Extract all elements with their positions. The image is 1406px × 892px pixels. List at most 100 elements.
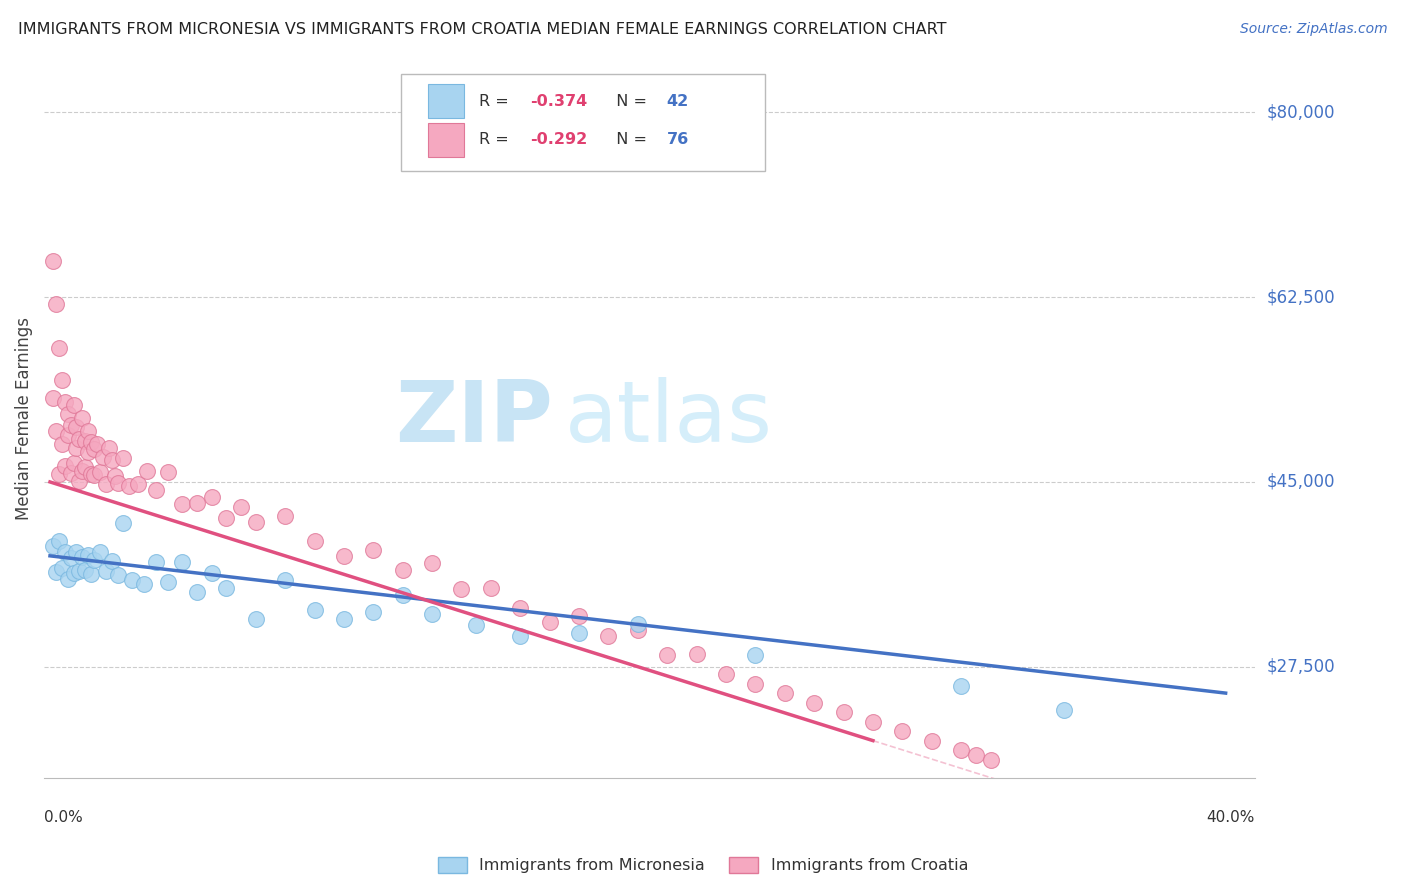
Point bbox=[274, 508, 297, 523]
Point bbox=[127, 477, 149, 491]
Point bbox=[83, 442, 105, 456]
Point bbox=[186, 496, 208, 510]
Point bbox=[509, 629, 531, 643]
Point bbox=[201, 490, 224, 504]
Point bbox=[100, 554, 122, 568]
Point bbox=[59, 418, 82, 433]
Text: R =: R = bbox=[479, 132, 513, 147]
Text: $45,000: $45,000 bbox=[1267, 473, 1334, 491]
Text: IMMIGRANTS FROM MICRONESIA VS IMMIGRANTS FROM CROATIA MEDIAN FEMALE EARNINGS COR: IMMIGRANTS FROM MICRONESIA VS IMMIGRANTS… bbox=[18, 22, 946, 37]
Point bbox=[42, 392, 65, 406]
Point bbox=[72, 411, 94, 425]
Point bbox=[72, 549, 94, 564]
Text: R =: R = bbox=[479, 94, 513, 109]
Point bbox=[568, 609, 591, 624]
Point bbox=[53, 395, 76, 409]
Point bbox=[56, 427, 79, 442]
Point bbox=[56, 407, 79, 421]
Point bbox=[156, 575, 179, 590]
Text: 0.0%: 0.0% bbox=[44, 810, 83, 825]
Point bbox=[773, 686, 796, 700]
Point bbox=[304, 534, 326, 549]
Point bbox=[333, 612, 356, 626]
Bar bbox=[427, 122, 464, 157]
Point bbox=[67, 564, 90, 578]
Point bbox=[65, 442, 87, 456]
Point bbox=[921, 733, 943, 747]
Point bbox=[245, 612, 267, 626]
Point bbox=[51, 436, 73, 450]
Point bbox=[333, 549, 356, 563]
Point bbox=[80, 566, 103, 581]
Point bbox=[891, 724, 914, 739]
Point bbox=[950, 679, 973, 693]
Point bbox=[685, 647, 707, 661]
Point bbox=[538, 615, 561, 630]
Point bbox=[80, 435, 103, 450]
Point bbox=[465, 618, 488, 632]
Point bbox=[145, 555, 167, 569]
Point bbox=[568, 626, 591, 640]
Point bbox=[97, 441, 120, 455]
Point bbox=[42, 539, 65, 553]
Point bbox=[145, 483, 167, 497]
Point bbox=[803, 696, 825, 710]
Point bbox=[75, 563, 97, 577]
Point bbox=[48, 467, 70, 482]
Point bbox=[627, 623, 650, 637]
Text: $27,500: $27,500 bbox=[1267, 657, 1334, 676]
Point bbox=[91, 450, 114, 464]
Text: N =: N = bbox=[606, 94, 652, 109]
Point bbox=[420, 556, 443, 570]
Point bbox=[509, 600, 531, 615]
Point bbox=[94, 477, 117, 491]
Point bbox=[1053, 703, 1076, 717]
Point bbox=[53, 458, 76, 473]
Point bbox=[979, 753, 1001, 767]
Point bbox=[172, 497, 194, 511]
Bar bbox=[427, 84, 464, 119]
Point bbox=[89, 544, 111, 558]
Point bbox=[104, 469, 127, 483]
Point bbox=[89, 465, 111, 479]
Text: 40.0%: 40.0% bbox=[1206, 810, 1256, 825]
Point bbox=[67, 474, 90, 488]
Point bbox=[862, 714, 884, 729]
Point bbox=[744, 676, 766, 690]
Text: 42: 42 bbox=[666, 94, 689, 109]
Point bbox=[62, 456, 84, 470]
Point bbox=[94, 564, 117, 578]
Text: atlas: atlas bbox=[565, 377, 773, 460]
Point bbox=[215, 581, 238, 595]
Legend: Immigrants from Micronesia, Immigrants from Croatia: Immigrants from Micronesia, Immigrants f… bbox=[432, 850, 974, 880]
Point bbox=[965, 747, 987, 762]
Text: -0.374: -0.374 bbox=[530, 94, 586, 109]
Point bbox=[744, 648, 766, 662]
Point bbox=[77, 549, 100, 563]
Point bbox=[201, 566, 224, 580]
Point bbox=[107, 568, 129, 582]
Point bbox=[950, 743, 973, 757]
Point bbox=[48, 534, 70, 549]
Point bbox=[48, 341, 70, 355]
Point bbox=[62, 398, 84, 412]
Point bbox=[51, 561, 73, 575]
Point bbox=[59, 551, 82, 566]
Point bbox=[75, 459, 97, 474]
Text: $80,000: $80,000 bbox=[1267, 103, 1334, 121]
Point bbox=[77, 445, 100, 459]
Point bbox=[80, 467, 103, 482]
Text: -0.292: -0.292 bbox=[530, 132, 586, 147]
Point bbox=[420, 607, 443, 622]
Point bbox=[627, 617, 650, 632]
Point bbox=[112, 451, 135, 466]
Point bbox=[51, 373, 73, 387]
Text: N =: N = bbox=[606, 132, 652, 147]
Point bbox=[45, 424, 67, 438]
Point bbox=[479, 581, 502, 595]
Point bbox=[832, 705, 855, 719]
Point bbox=[77, 424, 100, 438]
Point bbox=[75, 434, 97, 448]
Point bbox=[65, 420, 87, 434]
Point bbox=[450, 582, 472, 596]
